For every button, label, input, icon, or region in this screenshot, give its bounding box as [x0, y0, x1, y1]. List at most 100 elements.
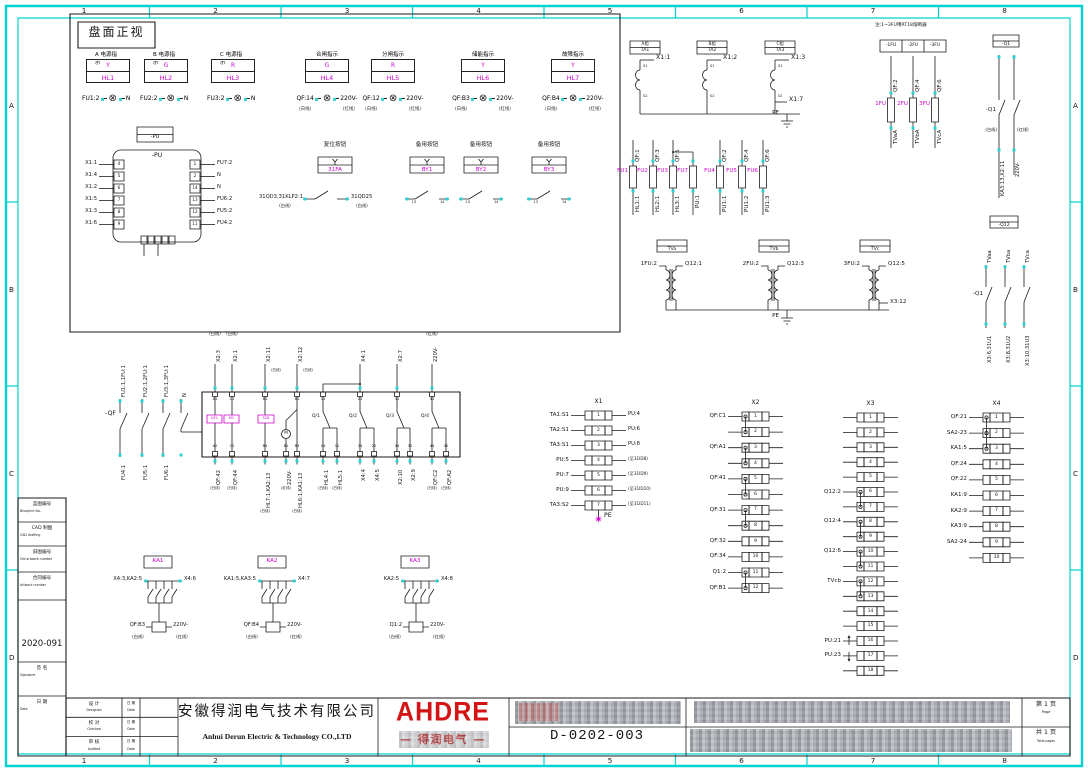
terminal-number: 8: [995, 524, 998, 529]
document-number: D-0202-003: [549, 728, 645, 744]
zone-letter: D: [9, 653, 15, 662]
lamp-tag: HL2: [159, 73, 173, 82]
pe-label: PE: [604, 512, 612, 519]
wire: [176, 97, 183, 101]
wire-label: X4:8: [441, 576, 453, 582]
wire-label: QF:31: [709, 506, 726, 513]
wire-label: PU1:3: [764, 195, 771, 212]
wire-label: X2:11: [265, 346, 272, 362]
wire-label: PU:1: [694, 195, 701, 209]
wire-label: QF:1: [634, 149, 641, 162]
wire-label: X2:12: [297, 346, 304, 362]
sidebar-label-en: Signature: [20, 672, 36, 677]
wire-label: X3:8,31U2: [1005, 335, 1012, 363]
wire-label: X1:1: [656, 54, 671, 61]
fuse-tag: FU6: [747, 168, 758, 174]
terminal-number: 4: [754, 460, 757, 466]
lamp-caption: 故障指示: [561, 52, 585, 58]
terminal-number: C2: [229, 444, 235, 448]
pin-number: 9: [117, 220, 121, 226]
terminal-number: 7: [597, 502, 600, 508]
wire-label: Q12:6: [824, 548, 841, 555]
wire-label: 31QD25: [351, 193, 373, 200]
pin-number: 12: [192, 208, 198, 214]
wire-note: (白线): [292, 508, 302, 513]
wire-label: TA3:S2: [549, 502, 569, 508]
fuse-tag: FU5: [726, 168, 737, 174]
ct-terminal: S2: [643, 94, 648, 98]
zone-letter: A: [1073, 101, 1078, 110]
wire-label: QF:3: [654, 149, 661, 162]
wire-label: FU2:2: [140, 95, 158, 102]
ct-phase: C相: [776, 41, 784, 46]
q1-tag: -Q1: [985, 107, 996, 113]
tv-tag: TVc: [870, 246, 880, 252]
wire-label: 220V-: [173, 622, 189, 628]
terminal-number: 5: [995, 477, 998, 483]
zone-number: 8: [1002, 5, 1007, 15]
reset-button-caption: 复位按钮: [323, 142, 347, 148]
wire-note: (白线): [271, 368, 281, 372]
zone-number: 2: [213, 5, 218, 15]
wire-label: KA1:5: [950, 445, 967, 452]
wire-label: N: [183, 95, 189, 102]
terminal-number: C1: [229, 396, 235, 401]
zone-number: 7: [870, 755, 876, 765]
redacted-project-name: [519, 703, 559, 721]
terminal-number: 8: [754, 523, 757, 528]
wire-label: 31QD3,31KLP2:1: [259, 193, 303, 200]
redacted-drawing-title: [694, 701, 1010, 723]
wire-label: X1:5: [85, 196, 97, 202]
contact-tag: Q/2: [348, 414, 357, 419]
terminal-number: B1: [294, 396, 300, 401]
zone-number: 5: [607, 755, 613, 765]
terminal-number: 34: [394, 444, 400, 448]
wire-label: PU1:1: [721, 195, 728, 212]
signoff-label: 设 计: [88, 701, 100, 707]
wire-label: FU5:2: [217, 208, 233, 214]
page-number: 第 1 页: [1035, 701, 1057, 708]
wire-label: QF:4: [743, 149, 750, 162]
wire-label: QF:41: [709, 475, 726, 482]
wire-label: QF:C1: [709, 413, 726, 419]
wire-label: HL7:1,KA2:13: [265, 472, 272, 508]
date-label-en: Date: [127, 727, 135, 732]
lamp-circuit: QF:B3 220V-: [452, 94, 514, 103]
wire-note: (白线): [132, 634, 144, 639]
wire-label: FU2:1,2FU:1: [142, 365, 149, 397]
terminal-number: 5: [597, 472, 600, 478]
signoff-label-en: Designed: [86, 708, 102, 712]
wire-label: QF:B3: [129, 622, 145, 628]
contact-tag: Q/3: [385, 414, 394, 419]
zone-number: 1: [81, 5, 87, 15]
wire-label: 220V-: [586, 95, 604, 102]
wire: [333, 97, 340, 101]
lamp-circuit: QF:B4 220V-: [542, 94, 604, 103]
lamp-tag: HL7: [566, 73, 580, 82]
lamp-symbol-icon: [109, 94, 117, 103]
spare-button-caption: 备用按钮: [537, 142, 561, 148]
lamp-lens: Y HL1: [86, 59, 130, 83]
wire-label: TVaa: [986, 250, 993, 263]
terminal-number: 9: [995, 539, 998, 545]
wire-note: (红线): [342, 107, 355, 112]
signoff-label-en: Checked: [87, 727, 101, 732]
terminal-number: 3: [869, 444, 872, 450]
wire-label: FU3:1,3FU:1: [163, 365, 170, 397]
lamp-tag: HL4: [320, 73, 334, 82]
pin-number: 6: [117, 184, 121, 190]
wire-note: (白线): [332, 485, 342, 490]
company-name-en: Anhui Derun Electric & Technology CO.,LT…: [202, 732, 352, 741]
fuse-tag: 3FU: [919, 101, 930, 107]
wire-label: Q12:1: [685, 261, 702, 267]
wire-label: FU4:2: [217, 220, 233, 226]
terminal-number: A1: [212, 396, 218, 401]
lamp-lens: R HL3: [211, 59, 255, 83]
lens-color-code: R: [212, 60, 254, 72]
lens-color-code: G: [145, 60, 187, 72]
terminal-number: 32: [407, 444, 413, 448]
lamp-tag: HL6: [476, 73, 490, 82]
wire-label: QF:32: [709, 537, 726, 544]
wire: [560, 97, 567, 101]
